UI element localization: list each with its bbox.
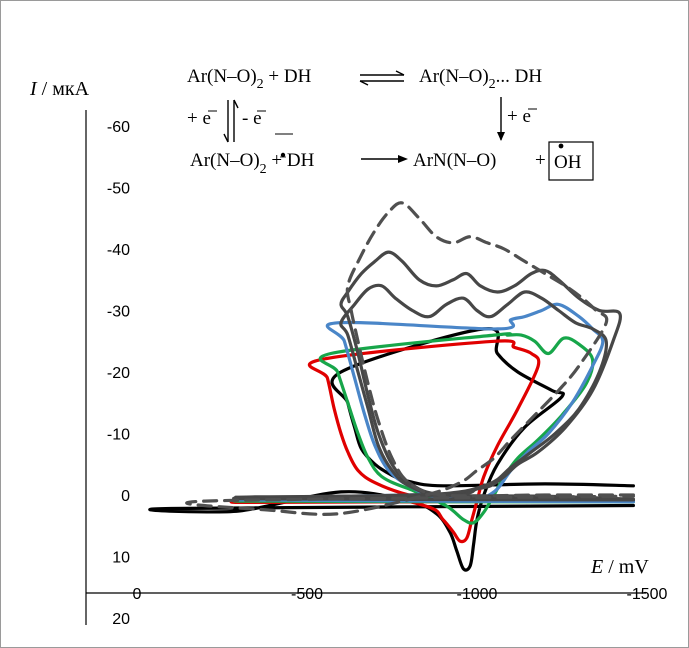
forward-arrow bbox=[361, 155, 408, 163]
radical-anion-marks bbox=[275, 133, 293, 158]
reaction-scheme: Ar(N–O)2 + DH Ar(N–O)2... DH + e - e + e… bbox=[187, 66, 594, 181]
cv-curve-4 bbox=[232, 302, 635, 504]
right-vertical-arrow bbox=[497, 97, 505, 141]
cv-curve-6 bbox=[232, 283, 635, 502]
equilibrium-arrows bbox=[359, 70, 405, 86]
scheme-row2-product: ArN(N–O) bbox=[413, 150, 496, 171]
cv-curve-1 bbox=[148, 327, 635, 572]
y-tick-label: -60 bbox=[107, 119, 130, 136]
scheme-row2-left: Ar(N–O)2 + DH bbox=[190, 150, 315, 177]
x-tick-label: 0 bbox=[133, 586, 142, 603]
y-tick-label: -50 bbox=[107, 181, 130, 198]
x-tick-label: -1000 bbox=[457, 586, 498, 603]
series-group bbox=[148, 201, 635, 572]
y-tick-label: -40 bbox=[107, 242, 130, 259]
axes bbox=[85, 110, 646, 625]
y-tick-label: 0 bbox=[121, 488, 130, 505]
cv-curve-2 bbox=[229, 339, 635, 544]
x-tick-labels: 0 -500 -1000 -1500 bbox=[133, 586, 668, 603]
scheme-row1-right: Ar(N–O)2... DH bbox=[419, 66, 542, 92]
y-tick-label: -20 bbox=[107, 365, 130, 382]
y-tick-label: -30 bbox=[107, 304, 130, 321]
y-tick-label: -10 bbox=[107, 427, 130, 444]
y-tick-label: 20 bbox=[112, 611, 130, 628]
x-tick-label: -1500 bbox=[627, 586, 668, 603]
y-tick-label: 10 bbox=[112, 550, 130, 567]
radical-box bbox=[548, 141, 594, 181]
scheme-left-reverse-label: - e bbox=[242, 108, 262, 129]
x-axis-title: E / mV bbox=[590, 556, 649, 578]
scheme-row2-plus: + bbox=[535, 150, 546, 171]
scheme-left-forward-label: + e bbox=[187, 108, 211, 129]
left-vertical-arrows bbox=[223, 99, 239, 143]
cv-curve-5 bbox=[234, 250, 635, 502]
y-axis-title: I / мкА bbox=[29, 78, 90, 100]
x-tick-label: -500 bbox=[291, 586, 323, 603]
scheme-right-label: + e bbox=[507, 106, 531, 127]
cv-curve-7 bbox=[185, 201, 635, 516]
y-tick-labels: -60 -50 -40 -30 -20 -10 0 10 20 bbox=[107, 119, 130, 628]
cv-curve-3 bbox=[232, 332, 635, 525]
scheme-radical: OH bbox=[554, 152, 582, 173]
radical-dot bbox=[558, 143, 564, 149]
scheme-row1-left: Ar(N–O)2 + DH bbox=[187, 66, 312, 92]
